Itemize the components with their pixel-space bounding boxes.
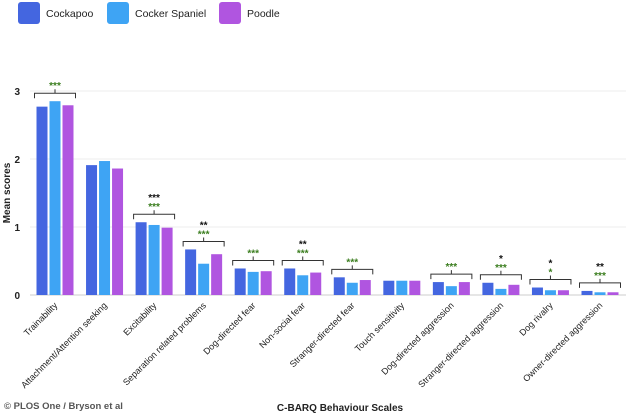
bar-cockapoo xyxy=(432,282,444,295)
legend-swatch-1 xyxy=(107,2,129,24)
y-tick-label: 0 xyxy=(14,291,20,302)
significance-bracket xyxy=(579,278,621,288)
bar-cockapoo xyxy=(581,290,593,295)
significance-green: *** xyxy=(594,271,606,282)
bar-poodle xyxy=(211,254,223,295)
bar-cockapoo xyxy=(284,268,296,295)
y-axis-title: Mean scores xyxy=(2,162,13,223)
bar-cockapoo xyxy=(36,106,48,295)
bar-poodle xyxy=(62,105,74,295)
x-tick-label: Dog rivalry xyxy=(517,300,555,338)
bar-cocker-spaniel xyxy=(148,224,160,295)
significance-bracket xyxy=(331,265,374,275)
significance-bracket xyxy=(232,256,275,266)
bar-cocker-spaniel xyxy=(346,282,358,295)
significance-bracket xyxy=(133,210,176,220)
bar-cockapoo xyxy=(185,249,197,295)
bar-poodle xyxy=(310,272,322,295)
significance-green: * xyxy=(549,268,553,279)
bar-cockapoo xyxy=(135,222,147,295)
bar-cocker-spaniel xyxy=(198,263,210,295)
x-tick-label: Non-social fear xyxy=(257,300,307,350)
significance-bracket xyxy=(529,275,572,285)
significance-green: *** xyxy=(495,263,507,274)
bar-poodle xyxy=(508,284,520,295)
image-credit: © PLOS One / Bryson et al xyxy=(4,401,123,412)
bar-cockapoo xyxy=(86,165,98,295)
bar-cockapoo xyxy=(383,280,395,295)
bar-cocker-spaniel xyxy=(495,288,507,295)
bar-cocker-spaniel xyxy=(247,271,259,295)
x-tick-label: Stranger-directed aggression xyxy=(416,300,505,389)
x-axis-title: C-BARQ Behaviour Scales xyxy=(277,403,404,414)
x-tick-label: Trainability xyxy=(22,300,60,338)
significance-black: *** xyxy=(148,193,160,204)
significance-black: * xyxy=(499,254,503,265)
bar-poodle xyxy=(557,290,569,295)
x-tick-label: Owner-directed aggression xyxy=(521,300,604,383)
bar-cocker-spaniel xyxy=(49,101,61,295)
significance-bracket xyxy=(182,237,225,247)
significance-green: *** xyxy=(247,248,259,259)
bar-cocker-spaniel xyxy=(544,290,556,295)
bar-cocker-spaniel xyxy=(99,161,111,295)
bar-cocker-spaniel xyxy=(445,286,457,295)
significance-green: *** xyxy=(297,248,309,259)
x-tick-label: Dog-directed fear xyxy=(201,300,257,356)
significance-green: *** xyxy=(346,257,358,268)
significance-black: * xyxy=(549,259,553,270)
bar-cockapoo xyxy=(531,287,543,295)
significance-black: ** xyxy=(596,262,604,273)
legend-label: Poodle xyxy=(247,8,280,20)
x-tick-label: Separation related problems xyxy=(121,300,208,387)
legend-swatch-2 xyxy=(219,2,241,24)
significance-bracket xyxy=(34,89,76,99)
bar-poodle xyxy=(409,280,421,295)
bar-cocker-spaniel xyxy=(594,292,606,295)
significance-bracket xyxy=(479,270,522,280)
bar-cockapoo xyxy=(234,268,246,295)
significance-bracket xyxy=(281,256,324,266)
significance-black: ** xyxy=(200,220,208,231)
bar-poodle xyxy=(458,282,470,295)
x-tick-label: Touch sensitivity xyxy=(353,300,407,354)
y-tick-label: 2 xyxy=(14,155,20,166)
bar-poodle xyxy=(260,271,272,295)
y-tick-label: 1 xyxy=(14,223,20,234)
x-tick-label: Attachment/Attention seeking xyxy=(19,300,109,390)
bar-poodle xyxy=(359,280,371,295)
significance-bracket xyxy=(430,270,473,280)
y-tick-label: 3 xyxy=(14,87,20,98)
legend-swatch-0 xyxy=(18,2,40,24)
legend-label: Cockapoo xyxy=(46,8,93,20)
significance-green: *** xyxy=(198,229,210,240)
bar-poodle xyxy=(161,227,173,295)
bar-cockapoo xyxy=(482,282,494,295)
bar-poodle xyxy=(112,168,124,295)
x-tick-label: Excitability xyxy=(121,300,158,337)
significance-green: *** xyxy=(446,262,458,273)
significance-black: ** xyxy=(299,239,307,250)
significance-green: *** xyxy=(49,81,61,92)
bar-cocker-spaniel xyxy=(396,280,408,295)
bar-cocker-spaniel xyxy=(297,275,309,295)
bar-cockapoo xyxy=(333,277,345,295)
bar-poodle xyxy=(607,292,619,295)
legend-label: Cocker Spaniel xyxy=(135,8,206,20)
significance-green: *** xyxy=(148,202,160,213)
